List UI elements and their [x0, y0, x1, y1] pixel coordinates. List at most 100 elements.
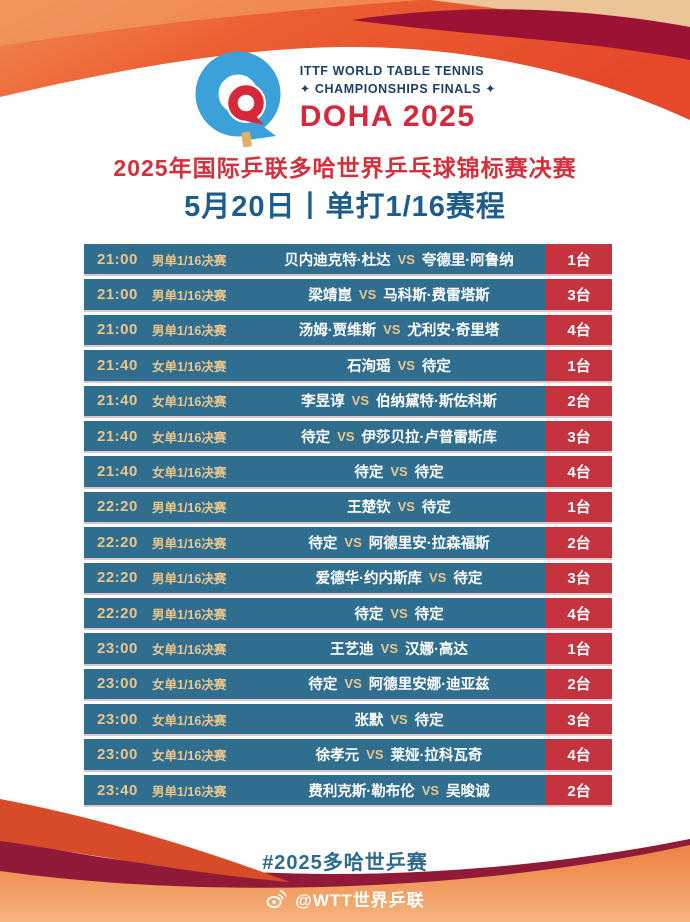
vs-label: VS [397, 499, 415, 515]
vs-label: VS [428, 570, 447, 586]
table-badge: 4台 [546, 456, 612, 487]
match-players: 爱德华·约内斯库 VS 待定 [252, 563, 546, 593]
player1: 李昱谆 [301, 394, 345, 411]
match-event: 男单1/16决赛 [152, 536, 227, 551]
table-badge: 4台 [546, 739, 612, 770]
match-players: 王楚钦 VS 待定 [252, 492, 546, 522]
match-event: 男单1/16决赛 [152, 324, 227, 339]
table-badge: 2台 [546, 385, 612, 416]
schedule-table: 21:00 男单1/16决赛 贝内迪克特·杜达 VS 夸德里·阿鲁纳 1台 21… [84, 244, 612, 806]
vs-label: VS [390, 464, 408, 480]
match-event: 男单1/16决赛 [152, 607, 227, 622]
match-time: 22:20 [97, 569, 138, 587]
table-badge: 3台 [546, 279, 612, 310]
table-row: 22:20 男单1/16决赛 爱德华·约内斯库 VS 待定 3台 [84, 562, 612, 593]
logo-text: ITTF WORLD TABLE TENNIS ✦ CHAMPIONSHIPS … [300, 63, 496, 133]
credit-bar: @WTT世界乒联 [0, 886, 690, 911]
vs-label: VS [380, 640, 398, 656]
weibo-icon [266, 890, 287, 908]
player1: 待定 [354, 465, 384, 482]
table-badge: 3台 [546, 420, 612, 452]
match-event: 男单1/16决赛 [152, 289, 227, 304]
table-badge: 1台 [546, 244, 612, 275]
match-event: 女单1/16决赛 [152, 749, 227, 764]
match-players: 待定 VS 伊莎贝拉·卢普雷斯库 [252, 421, 546, 451]
player1: 梁靖崑 [308, 288, 352, 305]
event-logo: ITTF WORLD TABLE TENNIS ✦ CHAMPIONSHIPS … [0, 48, 690, 148]
match-event: 女单1/16决赛 [152, 713, 227, 728]
player1: 待定 [308, 535, 338, 552]
table-row: 23:40 男单1/16决赛 费利克斯·勒布伦 VS 吴晙诚 2台 [84, 774, 612, 806]
match-event: 女单1/16决赛 [152, 466, 227, 481]
match-time: 21:00 [97, 286, 138, 304]
player1: 汤姆·贾维斯 [298, 323, 377, 340]
table-row: 23:00 女单1/16决赛 待定 VS 阿德里安娜·迪亚兹 2台 [84, 668, 612, 700]
player2: 莱娅·拉科瓦奇 [390, 748, 483, 765]
table-row: 21:40 女单1/16决赛 石洵瑶 VS 待定 1台 [84, 350, 612, 381]
player2: 阿德里安娜·迪亚兹 [368, 677, 490, 694]
player1: 待定 [308, 677, 338, 694]
match-players: 石洵瑶 VS 待定 [252, 350, 546, 380]
table-row: 22:20 男单1/16决赛 待定 VS 待定 4台 [84, 597, 612, 629]
match-event: 男单1/16决赛 [152, 253, 227, 268]
match-players: 待定 VS 待定 [252, 456, 546, 486]
vs-label: VS [337, 428, 355, 444]
table-badge: 2台 [546, 668, 612, 700]
match-time: 22:20 [97, 533, 138, 551]
table-row: 21:40 女单1/16决赛 李昱谆 VS 伯纳黛特·斯佐科斯 2台 [84, 385, 612, 416]
logo-wordmark: DOHA 2025 [299, 100, 476, 134]
vs-label: VS [383, 322, 401, 338]
match-time: 23:40 [97, 781, 138, 799]
player2: 待定 [414, 606, 444, 623]
match-event: 男单1/16决赛 [152, 572, 227, 587]
player2: 夸德里·阿鲁纳 [421, 252, 514, 269]
match-players: 徐孝元 VS 莱娅·拉科瓦奇 [252, 739, 546, 769]
player1: 贝内迪克特·杜达 [284, 252, 391, 269]
vs-label: VS [366, 747, 384, 763]
vs-label: VS [344, 534, 362, 550]
match-players: 贝内迪克特·杜达 VS 夸德里·阿鲁纳 [252, 244, 546, 274]
player2: 待定 [414, 712, 444, 729]
vs-label: VS [358, 287, 377, 303]
player1: 待定 [301, 429, 331, 446]
player2: 汉娜·高达 [405, 641, 468, 658]
vs-label: VS [344, 676, 362, 692]
player2: 吴晙诚 [446, 783, 490, 800]
table-badge: 3台 [546, 704, 612, 735]
table-badge: 3台 [546, 562, 612, 593]
match-players: 汤姆·贾维斯 VS 尤利安·奇里塔 [252, 315, 546, 345]
table-row: 21:00 男单1/16决赛 梁靖崑 VS 马科斯·费雷塔斯 3台 [84, 279, 612, 310]
match-event: 女单1/16决赛 [152, 642, 227, 657]
match-event: 男单1/16决赛 [152, 784, 227, 799]
player1: 王艺迪 [330, 641, 374, 658]
vs-label: VS [351, 393, 369, 409]
table-row: 21:40 女单1/16决赛 待定 VS 待定 4台 [84, 456, 612, 487]
player1: 费利克斯·勒布伦 [308, 783, 415, 800]
vs-label: VS [390, 711, 408, 727]
player2: 伯纳黛特·斯佐科斯 [376, 394, 497, 411]
match-players: 待定 VS 待定 [252, 598, 546, 628]
match-time: 21:40 [97, 463, 138, 481]
table-badge: 2台 [546, 527, 612, 558]
table-badge: 4台 [546, 597, 612, 629]
logo-q-icon [195, 51, 281, 148]
logo-line1: ITTF WORLD TABLE TENNIS [299, 64, 485, 79]
player1: 王楚钦 [347, 500, 391, 517]
match-event: 女单1/16决赛 [152, 430, 227, 445]
page-title: 2025年国际乒联多哈世界乒乓球锦标赛决赛 [113, 155, 577, 181]
vs-label: VS [390, 605, 408, 621]
player1: 待定 [354, 606, 384, 623]
match-players: 待定 VS 阿德里安·拉森福斯 [252, 527, 546, 557]
match-players: 李昱谆 VS 伯纳黛特·斯佐科斯 [252, 386, 546, 416]
hashtag: #2025多哈世乒赛 [262, 852, 428, 874]
table-row: 23:00 女单1/16决赛 王艺迪 VS 汉娜·高达 1台 [84, 633, 612, 664]
table-row: 21:00 男单1/16决赛 贝内迪克特·杜达 VS 夸德里·阿鲁纳 1台 [84, 244, 612, 275]
player1: 石洵瑶 [347, 358, 391, 375]
player1: 徐孝元 [315, 748, 360, 765]
player1: 爱德华·约内斯库 [315, 571, 422, 588]
table-badge: 1台 [546, 350, 612, 381]
vs-label: VS [421, 782, 440, 798]
match-time: 22:20 [97, 604, 138, 622]
player2: 待定 [414, 465, 444, 482]
